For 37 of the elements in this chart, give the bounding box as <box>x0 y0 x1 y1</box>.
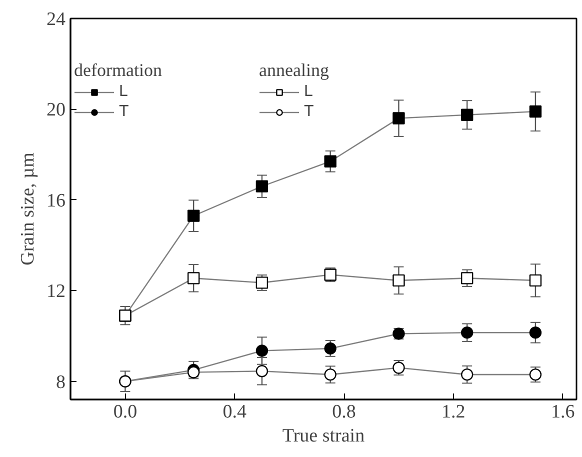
x-tick-label: 0.4 <box>222 402 247 422</box>
text: annealing <box>259 60 329 80</box>
y-tick-label: 20 <box>46 100 66 121</box>
point <box>392 112 405 124</box>
y-tick-label: 24 <box>46 9 66 30</box>
point <box>460 368 474 381</box>
point <box>187 210 200 222</box>
point <box>460 108 474 121</box>
point <box>324 155 336 168</box>
y-tick-label: 8 <box>56 372 66 393</box>
x-tick-label: 1.6 <box>550 402 575 422</box>
point <box>256 180 268 192</box>
x-tick-label: 1.2 <box>442 402 466 422</box>
legend-label: L <box>304 83 314 101</box>
point <box>392 274 405 287</box>
x-tick-label: 0.8 <box>332 402 356 422</box>
point <box>460 272 474 284</box>
legend-label: T <box>119 103 130 121</box>
y-tick-label: 12 <box>46 281 66 302</box>
text: deformation <box>74 60 162 80</box>
point <box>324 342 336 355</box>
y-tick-label: 16 <box>46 190 66 212</box>
x-tick-label: 0.0 <box>113 402 138 422</box>
legend-label: T <box>304 103 315 121</box>
legend-label: L <box>119 83 129 101</box>
point <box>256 365 268 378</box>
x-axis-title: True strain <box>282 426 366 446</box>
point <box>529 326 542 339</box>
point <box>324 368 336 381</box>
point <box>256 344 268 357</box>
point <box>529 274 542 287</box>
point <box>187 272 200 284</box>
point <box>460 326 474 339</box>
y-axis-title: Grain size, µm <box>18 152 38 266</box>
point <box>187 366 200 378</box>
point <box>529 105 542 118</box>
point <box>256 276 268 289</box>
